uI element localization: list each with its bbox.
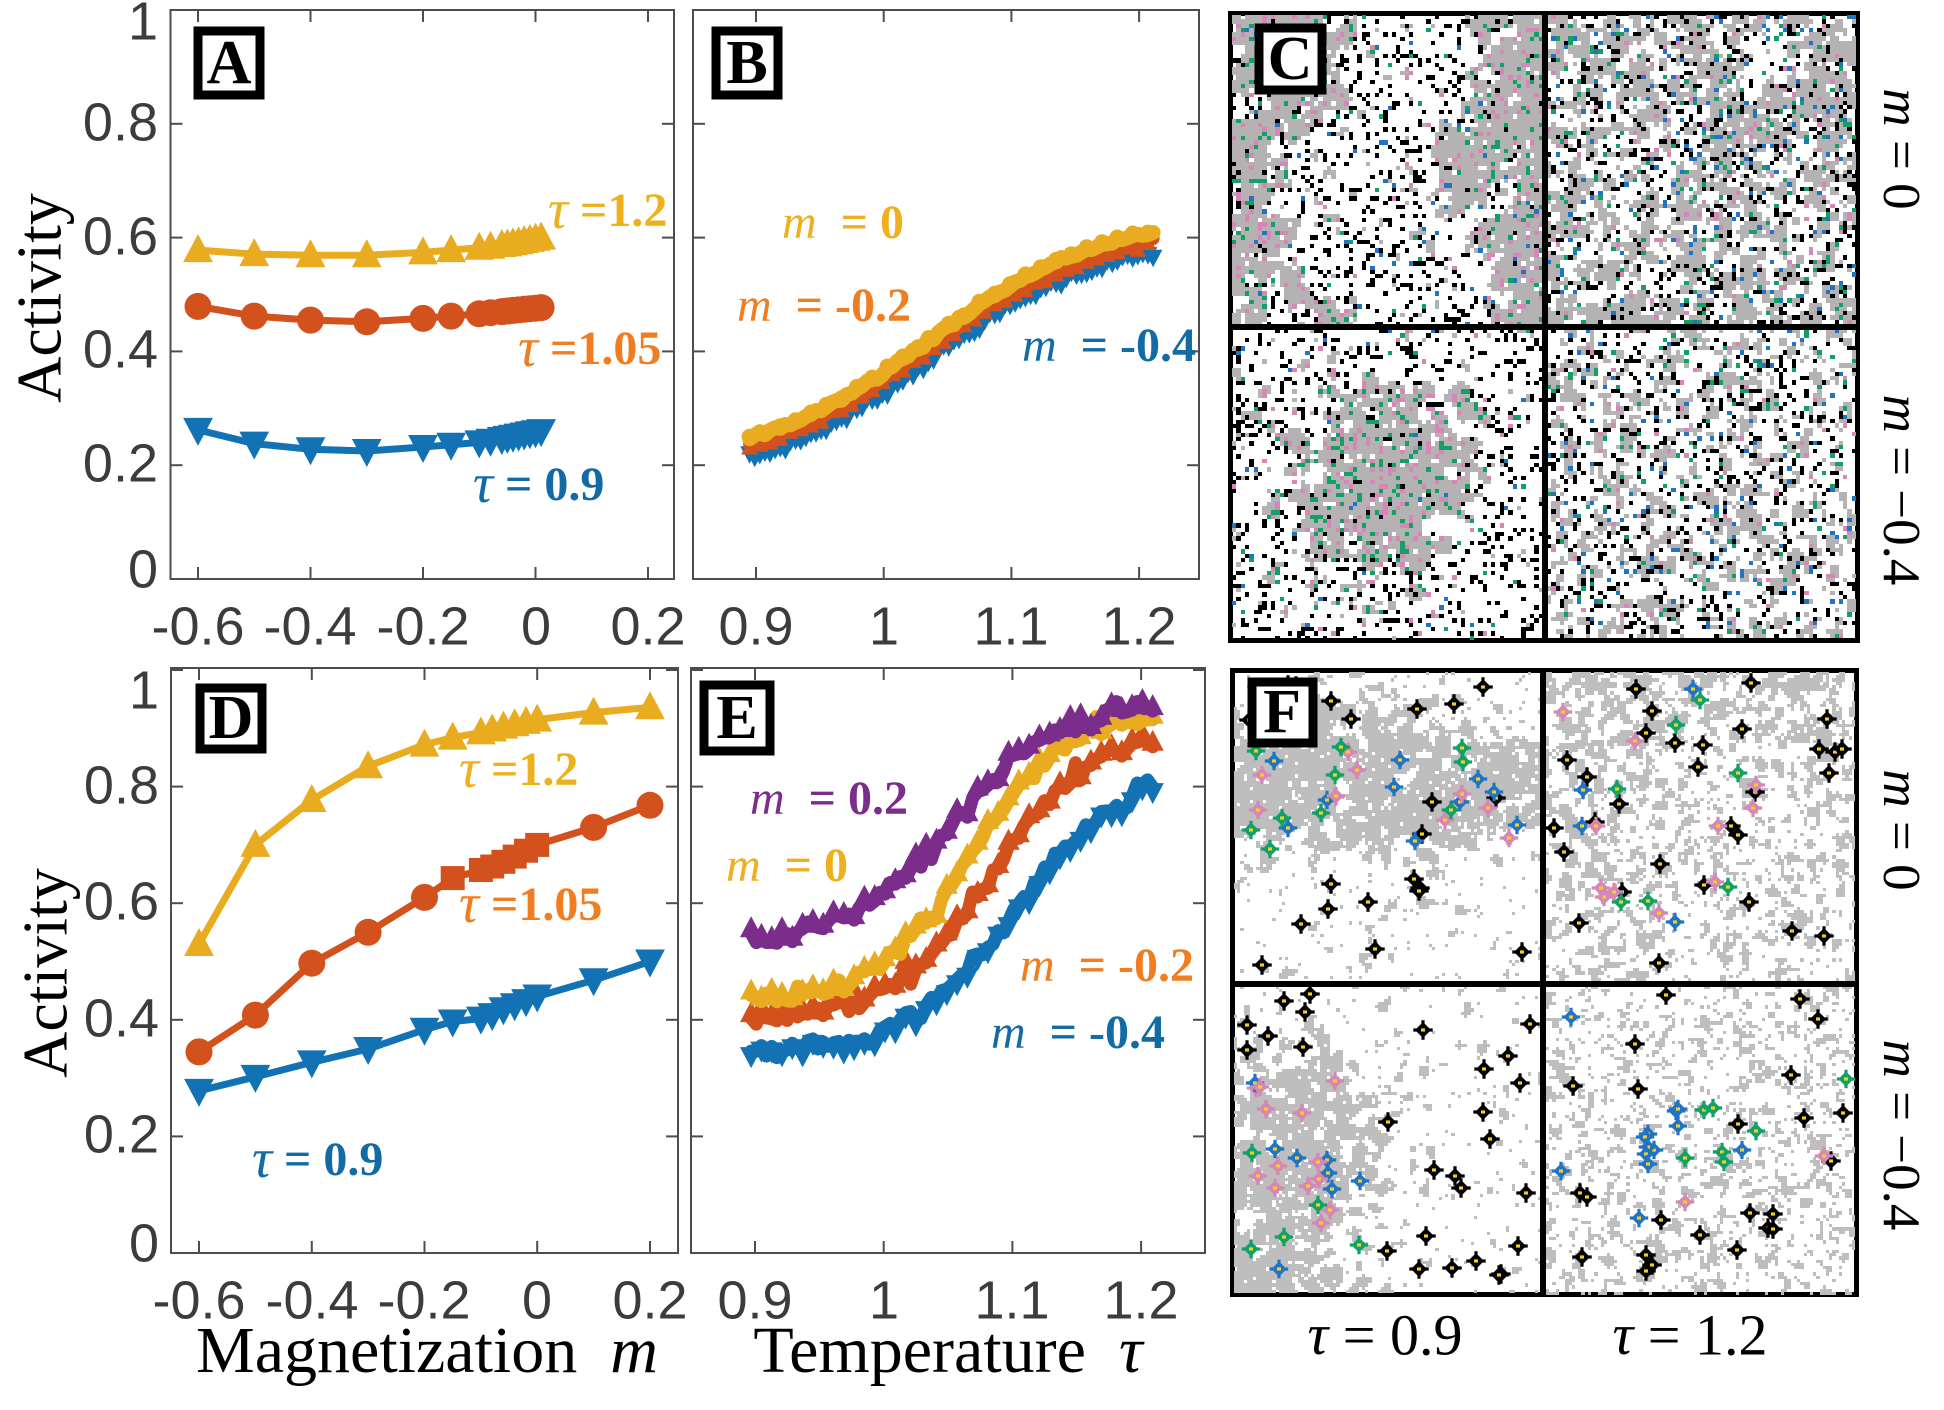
svg-text:τ =1.2: τ =1.2 — [548, 179, 667, 241]
svg-text:1: 1 — [869, 596, 899, 656]
svg-text:0.8: 0.8 — [83, 92, 158, 152]
svg-text:0: 0 — [521, 596, 551, 656]
svg-text:m = −0.4: m = −0.4 — [1872, 1040, 1930, 1231]
svg-text:τ = 0.9: τ = 0.9 — [252, 1128, 383, 1190]
svg-text:Activity: Activity — [4, 193, 75, 403]
svg-text:1: 1 — [129, 660, 159, 720]
svg-text:0.2: 0.2 — [612, 1270, 687, 1330]
svg-text:0.4: 0.4 — [84, 988, 159, 1048]
svg-text:0: 0 — [128, 539, 158, 599]
svg-text:E: E — [716, 684, 757, 752]
svg-text:0: 0 — [522, 1270, 552, 1330]
svg-text:-0.6: -0.6 — [152, 1270, 245, 1330]
svg-text:m = 0: m = 0 — [726, 839, 848, 892]
svg-text:A: A — [207, 29, 252, 97]
svg-text:m = -0.4: m = -0.4 — [1022, 319, 1196, 372]
svg-text:τ = 0.9: τ = 0.9 — [473, 453, 604, 515]
svg-text:τ =1.2: τ =1.2 — [459, 738, 578, 800]
svg-text:0.2: 0.2 — [83, 433, 158, 493]
svg-text:0.6: 0.6 — [83, 206, 158, 266]
svg-text:C: C — [1268, 25, 1313, 93]
svg-text:1: 1 — [128, 0, 158, 51]
svg-text:τ = 0.9: τ = 0.9 — [1308, 1302, 1463, 1367]
svg-text:0: 0 — [129, 1213, 159, 1273]
svg-text:0.4: 0.4 — [83, 319, 158, 379]
svg-text:m = -0.4: m = -0.4 — [991, 1006, 1165, 1059]
svg-text:m = −0.4: m = −0.4 — [1872, 395, 1930, 586]
svg-text:0.2: 0.2 — [610, 596, 685, 656]
svg-text:1.2: 1.2 — [1101, 596, 1176, 656]
svg-text:m = 0: m = 0 — [1872, 769, 1930, 890]
svg-text:m = -0.2: m = -0.2 — [1020, 939, 1194, 992]
svg-text:0.9: 0.9 — [718, 596, 793, 656]
svg-text:-0.4: -0.4 — [263, 596, 356, 656]
svg-text:-0.6: -0.6 — [151, 596, 244, 656]
svg-text:-0.4: -0.4 — [265, 1270, 358, 1330]
svg-text:F: F — [1263, 678, 1301, 746]
svg-text:m = -0.2: m = -0.2 — [737, 279, 911, 332]
svg-text:Magnetization m: Magnetization m — [196, 1314, 658, 1387]
svg-text:m = 0.2: m = 0.2 — [750, 772, 908, 825]
svg-text:τ = 1.2: τ = 1.2 — [1613, 1302, 1768, 1367]
svg-text:1.1: 1.1 — [973, 596, 1048, 656]
svg-text:Temperature τ: Temperature τ — [753, 1314, 1145, 1387]
svg-text:B: B — [726, 29, 767, 97]
svg-text:1.1: 1.1 — [974, 1270, 1049, 1330]
svg-text:Activity: Activity — [10, 868, 81, 1078]
svg-text:0.8: 0.8 — [84, 755, 159, 815]
svg-text:D: D — [209, 684, 254, 752]
svg-text:0.2: 0.2 — [84, 1104, 159, 1164]
svg-text:1.2: 1.2 — [1103, 1270, 1178, 1330]
svg-text:τ =1.05: τ =1.05 — [459, 873, 602, 935]
svg-text:0.6: 0.6 — [84, 871, 159, 931]
svg-text:m = 0: m = 0 — [1872, 88, 1930, 209]
svg-text:τ =1.05: τ =1.05 — [518, 317, 661, 379]
svg-text:1: 1 — [869, 1270, 899, 1330]
svg-text:m = 0: m = 0 — [782, 196, 904, 249]
svg-text:-0.2: -0.2 — [377, 1270, 470, 1330]
svg-text:-0.2: -0.2 — [376, 596, 469, 656]
svg-text:0.9: 0.9 — [717, 1270, 792, 1330]
